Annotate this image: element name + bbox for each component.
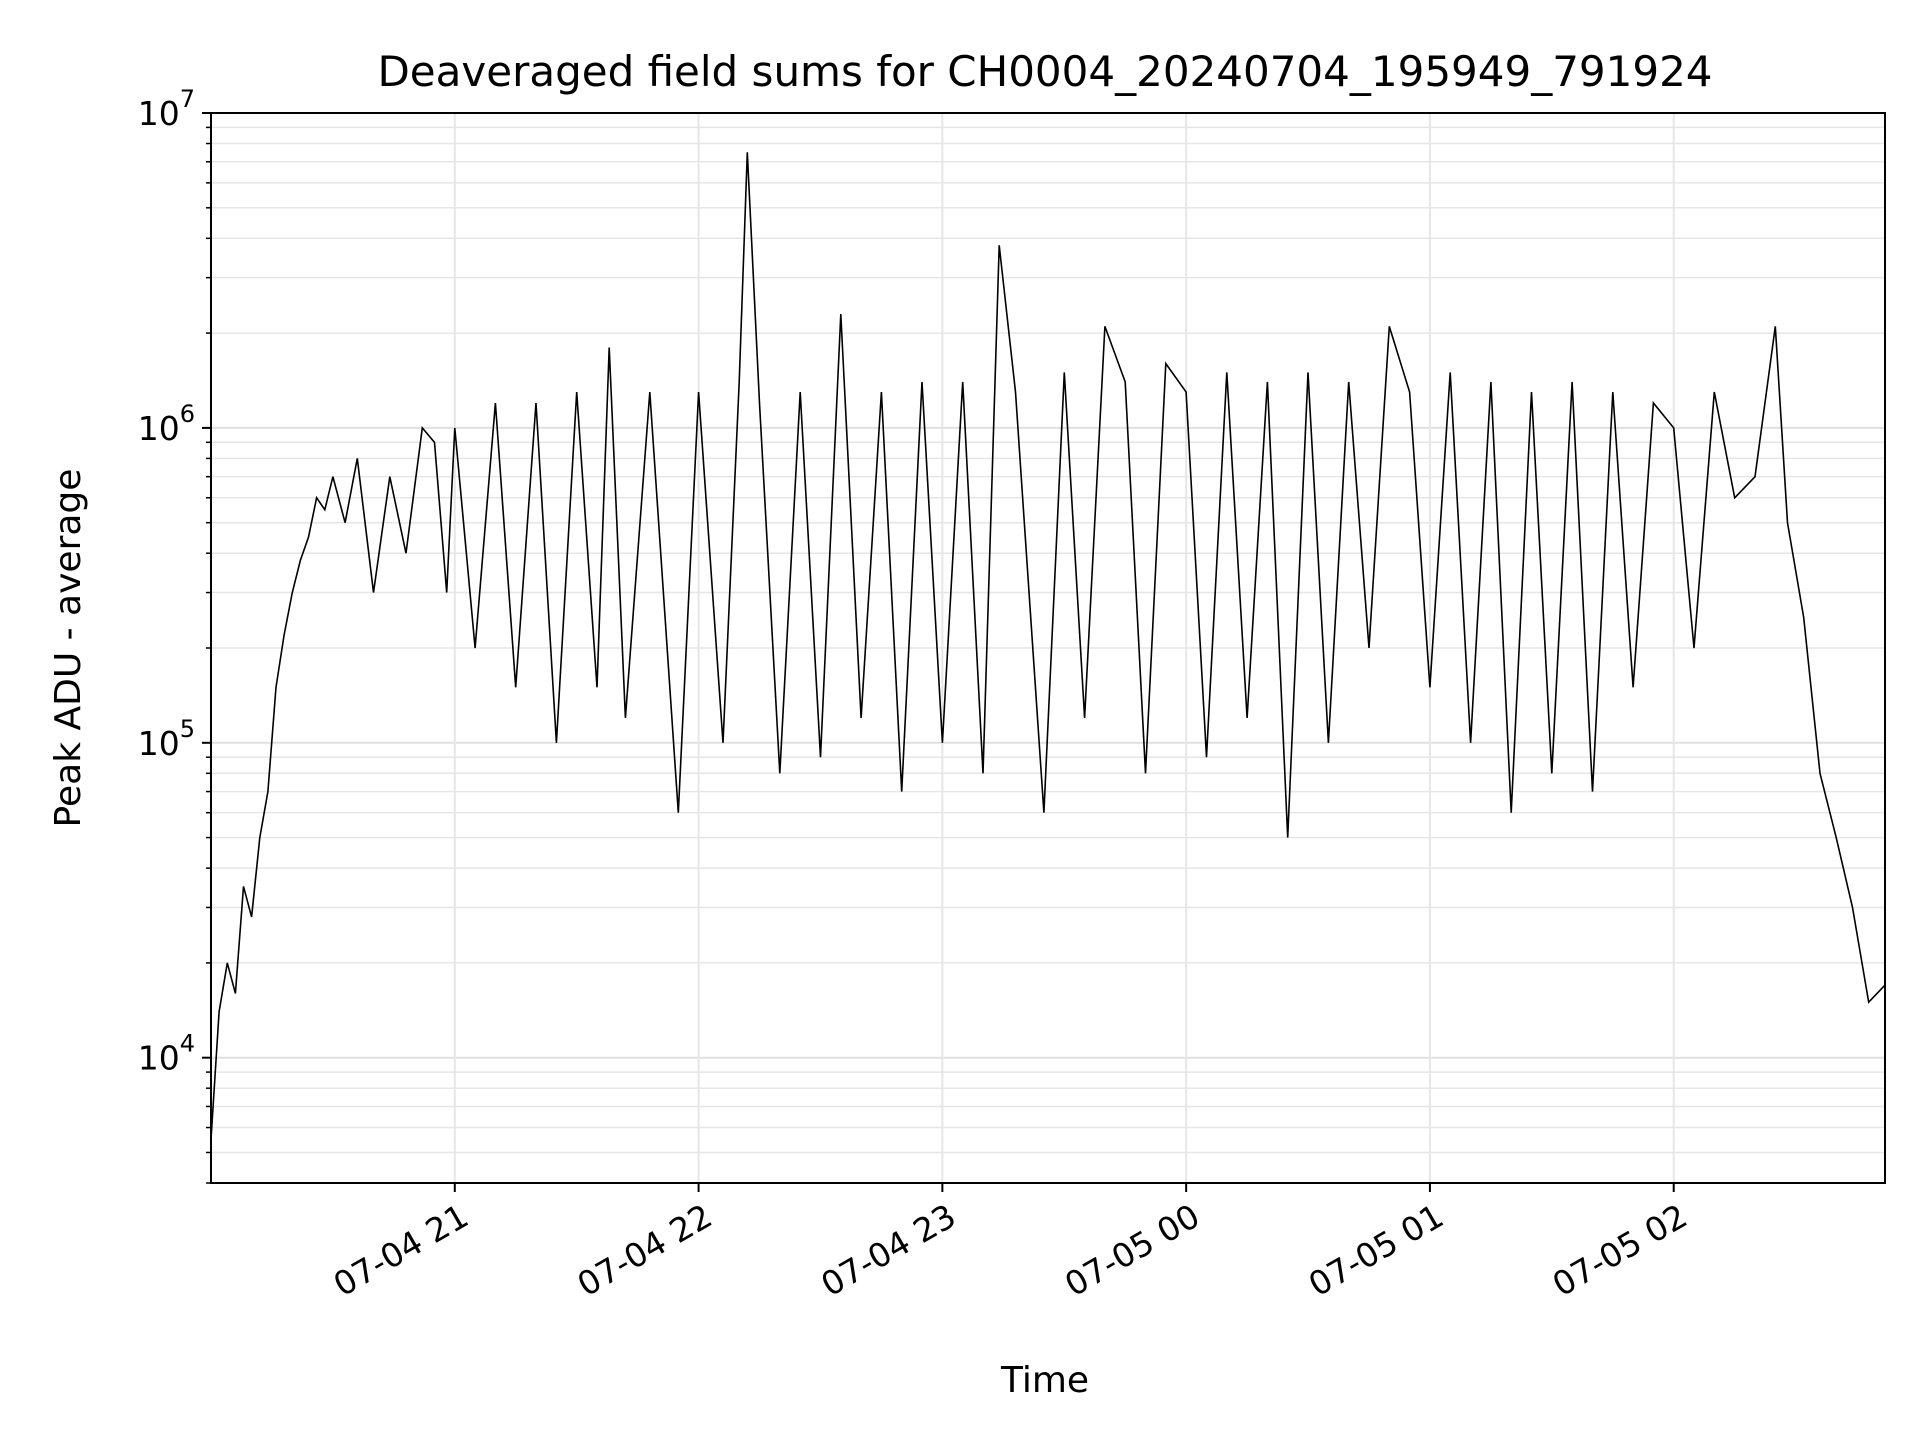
y-tick-label-base: 10 (138, 1039, 180, 1078)
series-layer (211, 152, 1885, 1140)
y-tick-label: 104 (138, 1030, 195, 1078)
y-tick-label-exponent: 7 (180, 85, 195, 113)
series-line (211, 152, 1885, 1140)
y-tick-label-base: 10 (138, 94, 180, 133)
y-tick-label: 105 (138, 715, 195, 763)
x-axis-label: Time (1000, 1360, 1089, 1401)
y-tick-label: 107 (138, 85, 195, 133)
y-tick-label-exponent: 6 (180, 400, 195, 428)
y-tick-label: 106 (138, 400, 195, 448)
chart-title: Deaveraged field sums for CH0004_2024070… (377, 47, 1712, 96)
y-axis-label: Peak ADU - average (48, 469, 89, 828)
grid (211, 112, 1885, 1184)
y-tick-label-exponent: 5 (180, 715, 195, 743)
y-tick-label-base: 10 (138, 724, 180, 763)
y-tick-label-exponent: 4 (180, 1030, 195, 1058)
y-tick-label-base: 10 (138, 409, 180, 448)
